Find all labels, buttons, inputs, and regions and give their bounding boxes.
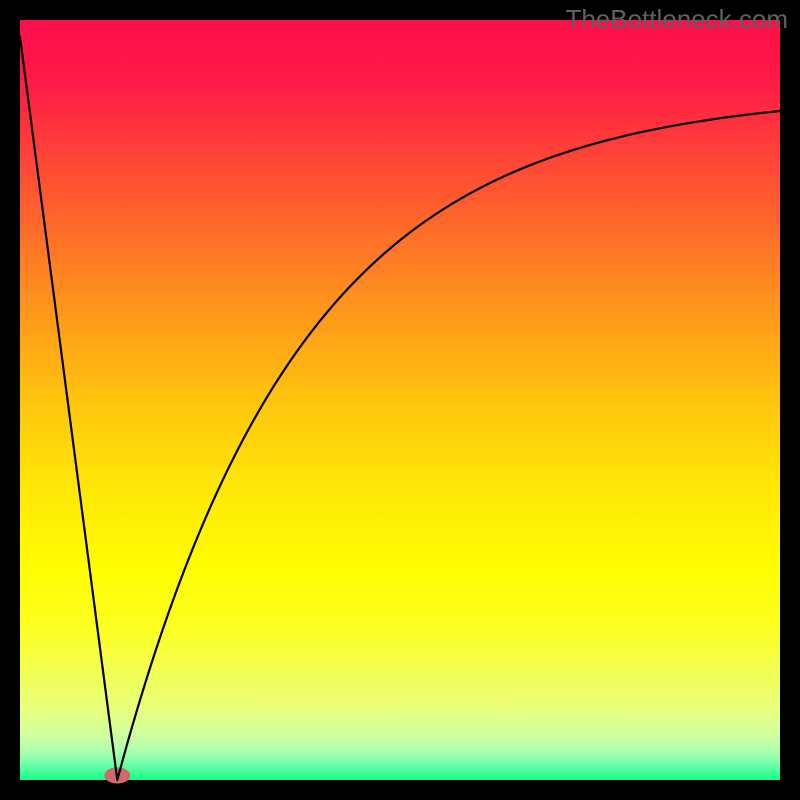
plot-background	[20, 20, 780, 780]
chart-stage: TheBottleneck.com	[0, 0, 800, 800]
watermark-text: TheBottleneck.com	[565, 4, 788, 35]
bottleneck-chart	[0, 0, 800, 800]
